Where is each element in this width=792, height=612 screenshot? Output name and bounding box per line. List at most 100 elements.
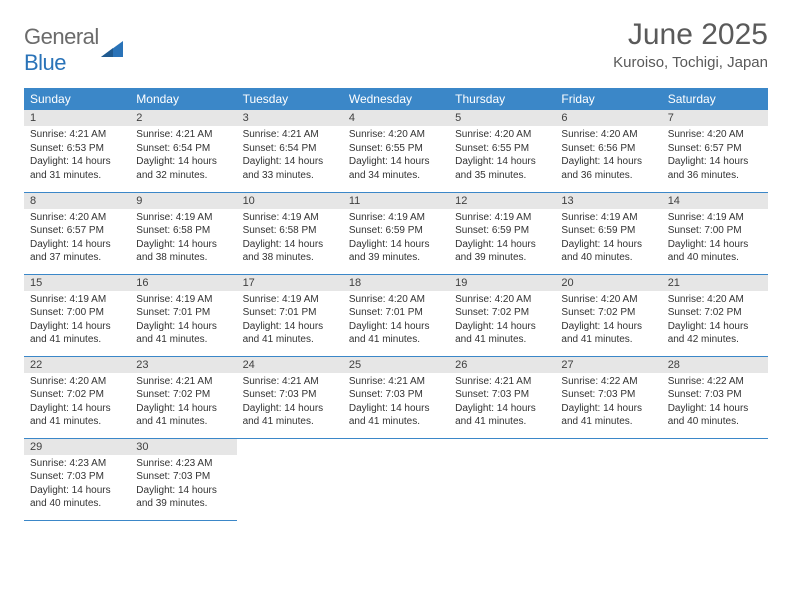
weekday-header: Monday [130,88,236,110]
location: Kuroiso, Tochigi, Japan [613,54,768,71]
daylight-line: Daylight: 14 hours and 41 minutes. [455,402,549,429]
calendar-cell: 4Sunrise: 4:20 AMSunset: 6:55 PMDaylight… [343,110,449,192]
sunrise-line: Sunrise: 4:20 AM [455,293,549,307]
day-number: 19 [449,275,555,291]
day-details: Sunrise: 4:20 AMSunset: 6:55 PMDaylight:… [343,126,449,186]
day-number: 26 [449,357,555,373]
sunset-line: Sunset: 7:03 PM [30,470,124,484]
daylight-line: Daylight: 14 hours and 35 minutes. [455,155,549,182]
day-details: Sunrise: 4:21 AMSunset: 7:02 PMDaylight:… [130,373,236,433]
sunset-line: Sunset: 7:00 PM [30,306,124,320]
sunrise-line: Sunrise: 4:20 AM [455,128,549,142]
sunrise-line: Sunrise: 4:19 AM [455,211,549,225]
day-number: 22 [24,357,130,373]
calendar-cell [449,438,555,520]
sunrise-line: Sunrise: 4:21 AM [136,375,230,389]
sunset-line: Sunset: 7:01 PM [349,306,443,320]
calendar-cell: 5Sunrise: 4:20 AMSunset: 6:55 PMDaylight… [449,110,555,192]
calendar-cell: 23Sunrise: 4:21 AMSunset: 7:02 PMDayligh… [130,356,236,438]
sunset-line: Sunset: 6:56 PM [561,142,655,156]
daylight-line: Daylight: 14 hours and 41 minutes. [561,320,655,347]
logo-icon [101,39,127,64]
sunset-line: Sunset: 6:58 PM [136,224,230,238]
sunrise-line: Sunrise: 4:19 AM [243,293,337,307]
day-number: 12 [449,193,555,209]
sunrise-line: Sunrise: 4:21 AM [30,128,124,142]
daylight-line: Daylight: 14 hours and 41 minutes. [136,320,230,347]
daylight-line: Daylight: 14 hours and 42 minutes. [668,320,762,347]
sunset-line: Sunset: 7:02 PM [561,306,655,320]
weekday-header: Saturday [662,88,768,110]
calendar-cell: 22Sunrise: 4:20 AMSunset: 7:02 PMDayligh… [24,356,130,438]
calendar-cell: 1Sunrise: 4:21 AMSunset: 6:53 PMDaylight… [24,110,130,192]
day-number: 4 [343,110,449,126]
sunrise-line: Sunrise: 4:20 AM [668,128,762,142]
sunrise-line: Sunrise: 4:19 AM [561,211,655,225]
day-details: Sunrise: 4:19 AMSunset: 6:58 PMDaylight:… [130,209,236,269]
day-details: Sunrise: 4:20 AMSunset: 6:57 PMDaylight:… [662,126,768,186]
sunrise-line: Sunrise: 4:19 AM [30,293,124,307]
logo-text: General Blue [24,24,99,76]
daylight-line: Daylight: 14 hours and 41 minutes. [30,320,124,347]
sunset-line: Sunset: 6:55 PM [349,142,443,156]
calendar-cell: 26Sunrise: 4:21 AMSunset: 7:03 PMDayligh… [449,356,555,438]
calendar-cell: 13Sunrise: 4:19 AMSunset: 6:59 PMDayligh… [555,192,661,274]
header-row: General Blue June 2025 Kuroiso, Tochigi,… [24,18,768,76]
sunset-line: Sunset: 6:54 PM [136,142,230,156]
day-details: Sunrise: 4:23 AMSunset: 7:03 PMDaylight:… [130,455,236,515]
calendar-cell: 10Sunrise: 4:19 AMSunset: 6:58 PMDayligh… [237,192,343,274]
daylight-line: Daylight: 14 hours and 39 minutes. [136,484,230,511]
calendar-cell: 24Sunrise: 4:21 AMSunset: 7:03 PMDayligh… [237,356,343,438]
sunrise-line: Sunrise: 4:23 AM [136,457,230,471]
daylight-line: Daylight: 14 hours and 40 minutes. [30,484,124,511]
daylight-line: Daylight: 14 hours and 41 minutes. [349,402,443,429]
daylight-line: Daylight: 14 hours and 40 minutes. [561,238,655,265]
sunset-line: Sunset: 6:54 PM [243,142,337,156]
calendar-cell: 18Sunrise: 4:20 AMSunset: 7:01 PMDayligh… [343,274,449,356]
daylight-line: Daylight: 14 hours and 41 minutes. [243,320,337,347]
day-details: Sunrise: 4:20 AMSunset: 7:02 PMDaylight:… [555,291,661,351]
day-number: 21 [662,275,768,291]
calendar-week-row: 1Sunrise: 4:21 AMSunset: 6:53 PMDaylight… [24,110,768,192]
day-number: 30 [130,439,236,455]
day-details: Sunrise: 4:20 AMSunset: 7:02 PMDaylight:… [449,291,555,351]
sunrise-line: Sunrise: 4:21 AM [136,128,230,142]
calendar-cell: 14Sunrise: 4:19 AMSunset: 7:00 PMDayligh… [662,192,768,274]
daylight-line: Daylight: 14 hours and 41 minutes. [349,320,443,347]
calendar-week-row: 22Sunrise: 4:20 AMSunset: 7:02 PMDayligh… [24,356,768,438]
sunset-line: Sunset: 7:03 PM [455,388,549,402]
day-details: Sunrise: 4:21 AMSunset: 6:54 PMDaylight:… [130,126,236,186]
sunrise-line: Sunrise: 4:21 AM [243,128,337,142]
day-details: Sunrise: 4:19 AMSunset: 7:01 PMDaylight:… [130,291,236,351]
day-details: Sunrise: 4:19 AMSunset: 7:01 PMDaylight:… [237,291,343,351]
sunrise-line: Sunrise: 4:20 AM [30,211,124,225]
sunset-line: Sunset: 6:59 PM [455,224,549,238]
sunrise-line: Sunrise: 4:23 AM [30,457,124,471]
day-details: Sunrise: 4:22 AMSunset: 7:03 PMDaylight:… [555,373,661,433]
day-details: Sunrise: 4:19 AMSunset: 6:59 PMDaylight:… [343,209,449,269]
day-number: 17 [237,275,343,291]
sunrise-line: Sunrise: 4:21 AM [243,375,337,389]
day-number: 8 [24,193,130,209]
sunrise-line: Sunrise: 4:20 AM [561,128,655,142]
weekday-header: Thursday [449,88,555,110]
day-details: Sunrise: 4:20 AMSunset: 7:02 PMDaylight:… [24,373,130,433]
calendar-cell: 6Sunrise: 4:20 AMSunset: 6:56 PMDaylight… [555,110,661,192]
calendar-cell: 27Sunrise: 4:22 AMSunset: 7:03 PMDayligh… [555,356,661,438]
daylight-line: Daylight: 14 hours and 34 minutes. [349,155,443,182]
sunrise-line: Sunrise: 4:20 AM [561,293,655,307]
sunrise-line: Sunrise: 4:20 AM [349,293,443,307]
sunset-line: Sunset: 6:59 PM [561,224,655,238]
sunset-line: Sunset: 7:03 PM [349,388,443,402]
calendar-body: 1Sunrise: 4:21 AMSunset: 6:53 PMDaylight… [24,110,768,520]
sunrise-line: Sunrise: 4:19 AM [349,211,443,225]
day-details: Sunrise: 4:20 AMSunset: 6:55 PMDaylight:… [449,126,555,186]
day-number: 2 [130,110,236,126]
sunset-line: Sunset: 6:59 PM [349,224,443,238]
day-details: Sunrise: 4:21 AMSunset: 7:03 PMDaylight:… [449,373,555,433]
sunset-line: Sunset: 7:03 PM [243,388,337,402]
daylight-line: Daylight: 14 hours and 40 minutes. [668,238,762,265]
sunset-line: Sunset: 7:02 PM [455,306,549,320]
day-number: 27 [555,357,661,373]
day-details: Sunrise: 4:22 AMSunset: 7:03 PMDaylight:… [662,373,768,433]
